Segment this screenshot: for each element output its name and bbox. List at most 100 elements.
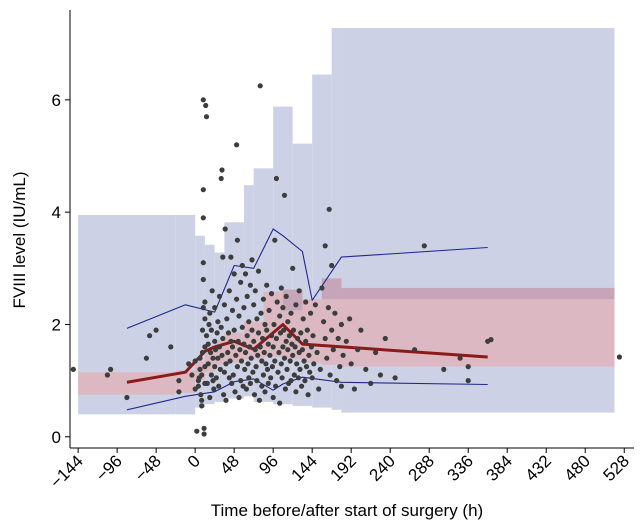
data-point-37 (202, 316, 208, 322)
y-tick-label-1: 2 (52, 315, 61, 334)
data-point-237 (326, 206, 332, 212)
data-point-133 (254, 316, 260, 322)
data-point-128 (251, 302, 257, 308)
data-point-124 (249, 327, 255, 333)
data-point-67 (218, 324, 224, 330)
data-point-64 (216, 344, 223, 350)
data-point-80 (225, 349, 231, 356)
data-point-170 (274, 299, 280, 305)
data-point-32 (201, 431, 207, 437)
data-point-266 (465, 364, 471, 370)
data-point-168 (273, 335, 279, 342)
data-point-184 (282, 386, 288, 392)
data-point-161 (269, 364, 275, 370)
data-point-78 (223, 397, 229, 403)
data-point-138 (256, 397, 262, 403)
data-point-243 (334, 378, 340, 384)
data-point-135 (255, 352, 261, 358)
data-point-250 (347, 316, 353, 322)
data-point-196 (290, 352, 296, 358)
median-ci-band-11 (341, 287, 615, 367)
data-point-72 (220, 335, 226, 342)
data-point-238 (327, 372, 333, 378)
data-point-62 (215, 355, 221, 361)
data-point-158 (268, 375, 274, 381)
data-point-129 (251, 392, 258, 398)
data-point-137 (255, 268, 262, 274)
data-point-24 (199, 349, 206, 356)
data-point-235 (324, 355, 330, 361)
data-point-122 (247, 282, 253, 288)
data-point-228 (314, 349, 320, 356)
data-point-230 (317, 366, 323, 372)
data-point-213 (301, 358, 307, 364)
data-point-101 (236, 313, 242, 319)
data-point-242 (332, 310, 338, 316)
data-point-15 (195, 383, 201, 389)
data-point-1 (104, 372, 110, 378)
prediction-band-11 (331, 27, 342, 410)
data-point-219 (305, 392, 311, 398)
data-point-92 (231, 271, 237, 277)
data-point-47 (207, 394, 213, 401)
data-point-215 (303, 338, 309, 344)
data-point-115 (244, 333, 250, 339)
data-point-77 (223, 361, 229, 367)
data-point-198 (290, 327, 297, 333)
data-point-98 (234, 237, 240, 243)
data-point-66 (217, 366, 223, 372)
data-point-171 (275, 369, 281, 375)
data-point-167 (273, 383, 279, 389)
data-point-169 (273, 175, 279, 182)
data-point-131 (252, 288, 258, 294)
data-point-224 (309, 375, 315, 381)
data-point-125 (249, 257, 255, 263)
data-point-136 (255, 330, 262, 336)
data-point-140 (257, 83, 263, 89)
x-tick-label-4: 48 (216, 451, 243, 478)
data-point-239 (329, 262, 335, 269)
data-point-253 (355, 347, 361, 353)
data-point-30 (200, 187, 206, 193)
data-point-205 (295, 375, 301, 381)
data-point-218 (304, 327, 310, 333)
x-tick-label-9: 288 (405, 451, 438, 484)
data-point-162 (270, 344, 276, 350)
data-point-120 (247, 344, 253, 350)
data-point-182 (281, 355, 288, 361)
data-point-256 (368, 380, 374, 386)
data-point-26 (200, 305, 206, 311)
data-point-165 (272, 358, 278, 364)
x-axis-title: Time before/after start of surgery (h) (211, 501, 483, 520)
data-point-245 (337, 364, 343, 370)
data-point-61 (215, 319, 221, 325)
data-point-90 (230, 372, 236, 378)
data-point-111 (242, 366, 248, 372)
data-point-83 (226, 288, 232, 294)
data-point-252 (351, 386, 357, 392)
data-point-31 (200, 97, 206, 103)
median-ci-band-9 (302, 299, 322, 363)
x-tick-label-10: 336 (444, 451, 477, 484)
data-point-5 (147, 333, 153, 339)
median-ci-band-10 (321, 278, 342, 365)
data-point-192 (287, 358, 293, 364)
data-point-57 (212, 364, 218, 370)
data-point-153 (264, 366, 271, 372)
data-point-139 (257, 344, 263, 350)
data-point-11 (189, 372, 195, 378)
data-point-52 (210, 355, 216, 361)
data-point-179 (280, 344, 286, 350)
data-point-126 (250, 369, 256, 375)
data-point-14 (194, 428, 200, 434)
data-point-146 (260, 372, 266, 378)
data-point-104 (238, 279, 244, 285)
data-point-180 (280, 305, 286, 311)
y-tick-label-0: 0 (52, 428, 61, 447)
data-point-227 (312, 302, 318, 308)
data-point-121 (247, 380, 253, 386)
data-point-236 (325, 305, 331, 311)
data-point-95 (234, 296, 240, 302)
data-point-55 (212, 338, 218, 344)
data-point-201 (293, 302, 299, 308)
